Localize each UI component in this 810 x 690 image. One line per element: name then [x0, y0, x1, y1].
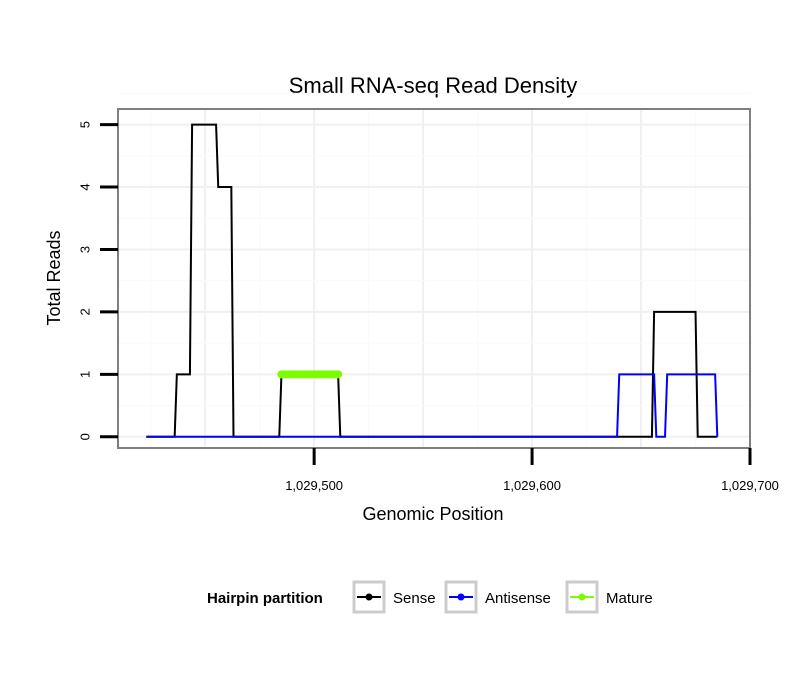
- axes: 1,029,500 1,029,600 1,029,700 0 1 2 3 4 5: [78, 121, 779, 493]
- legend-key-dot: [365, 593, 373, 601]
- x-axis-label: Genomic Position: [362, 504, 503, 524]
- legend-label-sense: Sense: [393, 590, 436, 607]
- series-line-antisense: [146, 373, 719, 438]
- legend-keys: Sense Antisense Mature: [352, 580, 653, 614]
- y-axis-label: Total Reads: [44, 230, 64, 325]
- legend-label-antisense: Antisense: [485, 590, 551, 607]
- y-tick-label: 1: [78, 371, 93, 378]
- x-tick-label: 1,029,500: [285, 478, 343, 493]
- legend: Hairpin partition Sense Antisense Mature: [207, 580, 653, 614]
- chart-title: Small RNA-seq Read Density: [289, 73, 578, 98]
- plot-border: [117, 108, 751, 449]
- y-tick-label: 0: [78, 433, 93, 440]
- y-tick-label: 2: [78, 308, 93, 315]
- mature-point: [334, 370, 343, 379]
- x-tick-label: 1,029,600: [503, 478, 561, 493]
- y-tick-label: 5: [78, 121, 93, 128]
- series-layer: [146, 123, 719, 438]
- x-tick-label: 1,029,700: [721, 478, 779, 493]
- legend-key-dot: [457, 593, 465, 601]
- y-tick-label: 4: [78, 183, 93, 190]
- legend-key-dot: [578, 593, 586, 601]
- legend-title: Hairpin partition: [207, 590, 323, 607]
- y-tick-label: 3: [78, 246, 93, 253]
- legend-label-mature: Mature: [606, 590, 653, 607]
